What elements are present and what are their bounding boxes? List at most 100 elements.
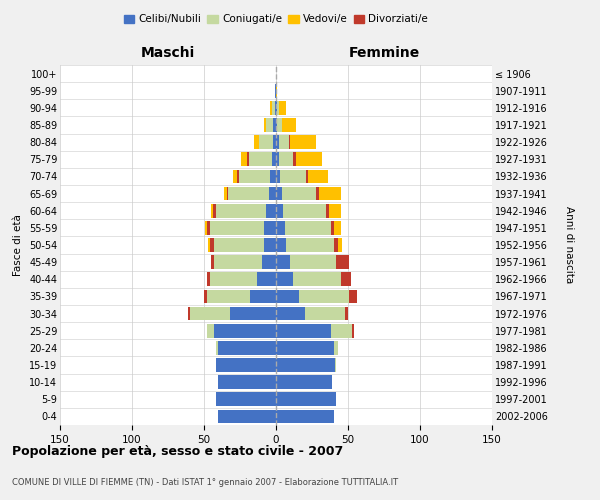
- Legend: Celibi/Nubili, Coniugati/e, Vedovi/e, Divorziati/e: Celibi/Nubili, Coniugati/e, Vedovi/e, Di…: [119, 10, 433, 29]
- Bar: [305, 306, 345, 320]
- Bar: [276, 238, 286, 252]
- Bar: [299, 290, 349, 304]
- Bar: [326, 204, 329, 218]
- Bar: [276, 221, 284, 234]
- Bar: [334, 221, 341, 234]
- Bar: [276, 101, 277, 114]
- Bar: [265, 118, 266, 132]
- Bar: [188, 306, 190, 320]
- Bar: [237, 170, 239, 183]
- Bar: [282, 186, 316, 200]
- Bar: [275, 101, 276, 114]
- Bar: [211, 204, 212, 218]
- Y-axis label: Fasce di età: Fasce di età: [13, 214, 23, 276]
- Bar: [215, 204, 266, 218]
- Bar: [334, 341, 338, 354]
- Bar: [286, 238, 334, 252]
- Bar: [277, 101, 279, 114]
- Bar: [210, 221, 265, 234]
- Bar: [250, 290, 276, 304]
- Bar: [352, 324, 354, 338]
- Bar: [282, 118, 296, 132]
- Bar: [283, 204, 326, 218]
- Bar: [218, 410, 276, 424]
- Bar: [276, 358, 335, 372]
- Bar: [290, 136, 316, 149]
- Bar: [208, 238, 210, 252]
- Bar: [218, 341, 276, 354]
- Bar: [276, 272, 293, 286]
- Bar: [215, 358, 276, 372]
- Bar: [210, 272, 257, 286]
- Bar: [276, 410, 334, 424]
- Bar: [207, 272, 210, 286]
- Bar: [284, 221, 331, 234]
- Bar: [273, 118, 276, 132]
- Bar: [335, 358, 337, 372]
- Text: Femmine: Femmine: [349, 46, 419, 60]
- Bar: [210, 238, 214, 252]
- Bar: [270, 170, 276, 183]
- Bar: [229, 186, 269, 200]
- Bar: [272, 152, 276, 166]
- Bar: [276, 376, 332, 389]
- Bar: [293, 272, 341, 286]
- Bar: [334, 238, 338, 252]
- Bar: [341, 272, 351, 286]
- Bar: [277, 118, 282, 132]
- Bar: [241, 152, 247, 166]
- Bar: [265, 238, 276, 252]
- Bar: [266, 118, 273, 132]
- Bar: [273, 136, 276, 149]
- Bar: [279, 101, 286, 114]
- Bar: [276, 170, 280, 183]
- Bar: [276, 84, 277, 98]
- Bar: [276, 152, 279, 166]
- Bar: [276, 324, 331, 338]
- Bar: [207, 221, 210, 234]
- Bar: [276, 186, 282, 200]
- Bar: [239, 170, 270, 183]
- Bar: [211, 256, 214, 269]
- Bar: [214, 256, 262, 269]
- Bar: [306, 170, 308, 183]
- Bar: [279, 152, 293, 166]
- Bar: [337, 256, 349, 269]
- Bar: [207, 290, 250, 304]
- Bar: [266, 204, 276, 218]
- Bar: [265, 221, 276, 234]
- Text: COMUNE DI VILLE DI FIEMME (TN) - Dati ISTAT 1° gennaio 2007 - Elaborazione TUTTI: COMUNE DI VILLE DI FIEMME (TN) - Dati IS…: [12, 478, 398, 487]
- Bar: [262, 256, 276, 269]
- Bar: [276, 290, 299, 304]
- Bar: [349, 290, 356, 304]
- Bar: [215, 392, 276, 406]
- Bar: [247, 152, 248, 166]
- Bar: [233, 170, 237, 183]
- Bar: [276, 341, 334, 354]
- Bar: [207, 324, 214, 338]
- Bar: [269, 186, 276, 200]
- Bar: [329, 204, 341, 218]
- Bar: [289, 136, 290, 149]
- Bar: [205, 221, 207, 234]
- Bar: [272, 101, 275, 114]
- Bar: [316, 186, 319, 200]
- Bar: [338, 238, 342, 252]
- Bar: [214, 324, 276, 338]
- Bar: [279, 136, 289, 149]
- Bar: [293, 152, 296, 166]
- Bar: [204, 290, 207, 304]
- Bar: [276, 204, 283, 218]
- Bar: [212, 204, 215, 218]
- Bar: [227, 186, 229, 200]
- Bar: [276, 392, 337, 406]
- Bar: [248, 152, 272, 166]
- Bar: [276, 136, 279, 149]
- Bar: [331, 221, 334, 234]
- Bar: [290, 256, 337, 269]
- Bar: [224, 186, 227, 200]
- Text: Popolazione per età, sesso e stato civile - 2007: Popolazione per età, sesso e stato civil…: [12, 445, 343, 458]
- Bar: [276, 306, 305, 320]
- Bar: [308, 170, 328, 183]
- Bar: [345, 306, 348, 320]
